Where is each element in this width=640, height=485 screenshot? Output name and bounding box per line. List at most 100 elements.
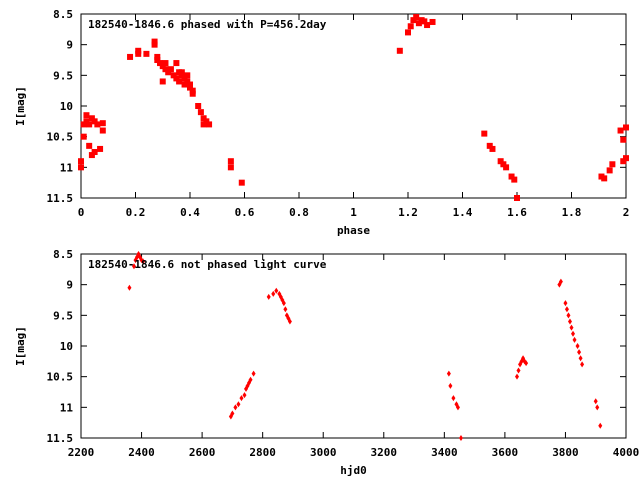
data-point	[248, 376, 253, 383]
data-point	[595, 404, 600, 411]
y-tick-label: 11.5	[47, 432, 74, 445]
data-point	[569, 324, 574, 331]
data-point	[181, 81, 188, 88]
data-point	[500, 161, 507, 168]
x-tick-label: 2	[623, 206, 630, 219]
data-points	[78, 14, 629, 201]
data-point	[511, 176, 518, 183]
y-tick-label: 10.5	[47, 371, 74, 384]
data-point	[572, 336, 577, 343]
x-tick-label: 3800	[552, 446, 579, 459]
data-point	[170, 72, 177, 79]
y-tick-label: 10	[60, 340, 73, 353]
y-tick-label: 9	[66, 279, 73, 292]
data-point	[287, 318, 292, 325]
data-point	[578, 355, 583, 362]
data-point	[233, 404, 238, 411]
data-point	[508, 173, 515, 180]
y-tick-label: 9.5	[53, 309, 73, 322]
data-point	[266, 293, 271, 300]
data-point	[135, 47, 142, 54]
data-point	[558, 278, 563, 285]
y-axis-ticks: 8.5 9 9.5 10 10.5 11 11.5	[47, 248, 626, 445]
data-point	[516, 367, 521, 374]
data-point	[239, 395, 244, 402]
x-tick-label: 0.2	[126, 206, 146, 219]
data-point	[567, 318, 572, 325]
data-point	[178, 69, 185, 76]
data-point	[617, 127, 624, 134]
x-tick-label: 4000	[613, 446, 640, 459]
x-tick-label: 2600	[189, 446, 216, 459]
y-axis-label: I[mag]	[14, 86, 27, 126]
plot-frame	[80, 13, 627, 199]
data-point	[564, 306, 569, 313]
data-point	[78, 158, 84, 165]
data-point	[195, 103, 202, 109]
y-tick-label: 9	[66, 39, 73, 52]
data-point	[154, 57, 161, 63]
data-point	[242, 392, 247, 399]
data-point	[141, 258, 146, 265]
data-point	[159, 63, 166, 70]
data-point	[151, 38, 158, 45]
x-tick-label: 1.8	[562, 206, 582, 219]
data-point	[200, 121, 207, 128]
plot-frame	[80, 253, 627, 439]
y-axis-label: I[mag]	[14, 326, 27, 366]
data-point	[127, 53, 134, 60]
data-point	[497, 158, 504, 165]
x-tick-label: 0.4	[180, 206, 200, 219]
y-tick-label: 8.5	[53, 248, 73, 261]
x-tick-label: 3000	[310, 446, 337, 459]
data-point	[227, 158, 234, 165]
data-point	[227, 164, 234, 171]
data-point	[598, 422, 603, 429]
data-point	[410, 17, 417, 24]
data-point	[131, 263, 136, 270]
data-point	[396, 47, 403, 54]
data-point	[154, 53, 161, 60]
y-tick-label: 11.5	[47, 192, 74, 205]
x-tick-label: 2400	[128, 446, 155, 459]
data-point	[91, 149, 98, 155]
data-point	[424, 22, 431, 29]
x-tick-label: 0	[78, 206, 85, 219]
data-point	[80, 121, 87, 128]
data-point	[86, 142, 93, 149]
data-point	[238, 179, 245, 186]
unphased-panel: 8.5 9 9.5 10 10.5 11 11.5 2200 2400 2600 2800 3000…	[14, 248, 639, 477]
data-point	[503, 164, 510, 171]
data-point	[580, 361, 585, 368]
data-point	[151, 41, 158, 48]
data-point	[451, 395, 456, 402]
phased-panel: 8.5 9 9.5 10 10.5 11 11.5 0 0.2 0.4 0.6 0.8 1 1.2 1.4…	[14, 8, 629, 237]
data-point	[606, 167, 613, 174]
data-point	[458, 435, 463, 441]
data-point	[157, 60, 164, 67]
data-point	[206, 121, 213, 128]
x-tick-label: 1.4	[453, 206, 473, 219]
chart-title: 182540-1846.6 not phased light curve	[88, 258, 327, 271]
data-points	[127, 251, 603, 441]
data-point	[94, 121, 101, 128]
data-point	[455, 404, 460, 411]
data-point	[281, 300, 286, 307]
data-point	[415, 20, 422, 27]
data-point	[593, 398, 598, 405]
data-point	[176, 78, 183, 85]
data-point	[167, 66, 174, 73]
data-point	[571, 330, 576, 337]
x-axis-label: phase	[337, 224, 370, 237]
x-tick-label: 1	[350, 206, 357, 219]
data-point	[413, 14, 420, 21]
data-point	[173, 75, 180, 82]
data-point	[135, 254, 140, 261]
data-point	[623, 124, 629, 131]
data-point	[88, 152, 95, 159]
data-point	[620, 136, 627, 143]
data-point	[80, 133, 87, 140]
y-tick-label: 10	[60, 100, 73, 113]
data-point	[524, 360, 529, 367]
